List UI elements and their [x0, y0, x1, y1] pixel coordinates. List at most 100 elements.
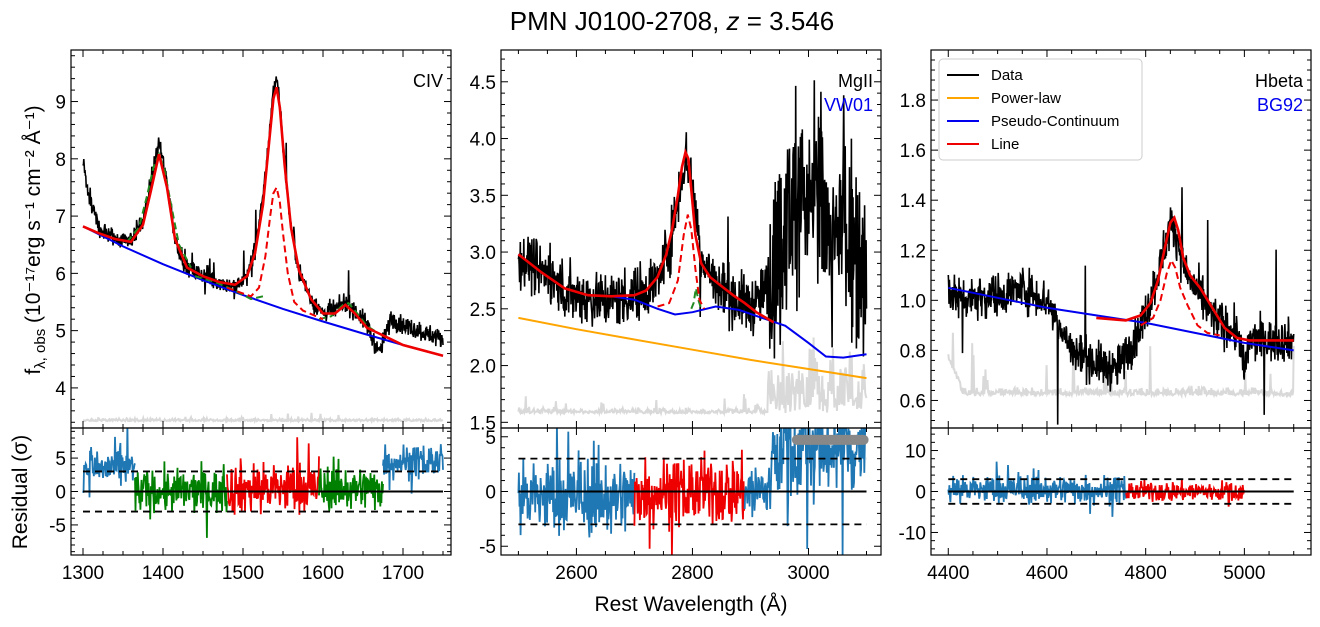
y-tick-label: 7	[55, 207, 66, 228]
data-spectrum	[82, 76, 444, 354]
y-tick-label: 1.5	[470, 413, 496, 434]
title-suffix: = 3.546	[740, 6, 835, 36]
panel-MgII: 2600 2800 3000 1.5 2.0 2.5 3.0 3.5 4.0 4.5 -5 0 5 MgI…	[470, 49, 882, 584]
residual-segment-3	[318, 456, 384, 511]
powerlaw-curve	[518, 316, 867, 380]
x-tick-label: 1500	[222, 563, 264, 584]
y-axis-label: fλ, obs (10⁻¹⁷erg s⁻¹ cm⁻² Å⁻¹)	[22, 105, 49, 374]
residual-y-tick-label: 10	[905, 442, 926, 463]
y-tick-label: 0.6	[900, 391, 926, 412]
line-name-label: Hbeta	[1255, 71, 1304, 91]
line-component-dashed	[226, 184, 324, 321]
main-plot-area	[947, 187, 1295, 425]
y-tick-label: 3.5	[470, 186, 496, 207]
broad-component-2	[318, 301, 380, 335]
legend-box	[938, 58, 1143, 161]
error-spectrum	[517, 337, 868, 418]
line-name-label: CIV	[413, 71, 443, 91]
y-tick-label: 4	[55, 379, 66, 400]
residual-segment-0	[517, 428, 636, 538]
x-tick-label: 3000	[787, 563, 829, 584]
broad-component-0	[690, 288, 703, 310]
y-tick-label: 1.2	[900, 241, 926, 262]
residual-y-tick-label: 0	[915, 483, 926, 504]
y-tick-label: 1.0	[900, 291, 926, 312]
y-tick-label: 4.0	[470, 130, 496, 151]
legend-label: Data	[991, 67, 1023, 84]
y-tick-label: 8	[55, 150, 66, 171]
title-z: z	[726, 6, 740, 36]
y-tick-label: 1.4	[900, 191, 927, 212]
residual-segment-0	[947, 461, 1127, 517]
x-tick-label: 5000	[1223, 563, 1265, 584]
y-tick-label: 4.5	[470, 73, 496, 94]
x-tick-label: 4800	[1125, 563, 1167, 584]
y-tick-label: 0.8	[900, 341, 926, 362]
residual-y-tick-label: -5	[49, 516, 66, 537]
broad-component-1	[194, 275, 264, 301]
line-model-curve	[517, 148, 775, 324]
legend-label: Line	[991, 136, 1019, 153]
y-tick-label: 2.0	[470, 357, 496, 378]
line-component-dashed	[657, 214, 705, 310]
x-axis-label: Rest Wavelength (Å)	[595, 593, 788, 616]
line-model-curve	[82, 86, 444, 358]
template-label: BG92	[1257, 95, 1303, 115]
line-component-dashed	[1140, 257, 1220, 337]
panels: 1300 1400 1500 1600 1700 4 5 6 7 8 9 -5 0 5 CIV 2600 280…	[49, 49, 1312, 584]
continuum-curve	[82, 225, 444, 357]
residual-segment-1	[1125, 478, 1246, 507]
y-axis-label-main: f	[22, 369, 45, 375]
error-spectrum	[82, 412, 444, 425]
main-plot-area	[517, 80, 868, 418]
residual-y-tick-label: 0	[485, 483, 496, 504]
x-tick-label: 1600	[302, 563, 344, 584]
panel-CIV: 1300 1400 1500 1600 1700 4 5 6 7 8 9 -5 0 5 CIV	[49, 49, 452, 584]
residual-segment-1	[633, 449, 746, 555]
panel-Hbeta: 4400 4600 4800 5000 0.6 0.8 1.0 1.2 1.4 1.6 1.8 -10…	[899, 49, 1312, 584]
line-model-curve	[1096, 214, 1294, 342]
legend-label: Pseudo-Continuum	[991, 113, 1119, 130]
data-spectrum	[947, 187, 1295, 425]
residual-y-tick-label: 5	[55, 449, 66, 470]
residual-axis-label: Residual (σ)	[9, 435, 32, 550]
y-tick-label: 1.8	[900, 91, 926, 112]
residual-y-tick-label: 0	[55, 483, 66, 504]
x-tick-label: 4600	[1026, 563, 1068, 584]
template-label: VW01	[824, 95, 873, 115]
legend-label: Power-law	[991, 90, 1061, 107]
title-prefix: PMN J0100-2708,	[510, 6, 727, 36]
residual-segment-2	[226, 437, 320, 515]
y-axis-label-sub: λ, obs	[32, 329, 49, 369]
y-tick-label: 6	[55, 264, 66, 285]
y-tick-label: 1.6	[900, 141, 926, 162]
residual-segment-1	[134, 461, 228, 538]
main-plot-area	[82, 76, 444, 425]
line-name-label: MgII	[838, 71, 873, 91]
x-tick-label: 4400	[927, 563, 969, 584]
x-tick-label: 2600	[555, 563, 597, 584]
residual-segment-2	[743, 467, 772, 518]
x-tick-label: 1400	[142, 563, 184, 584]
residual-segment-3	[769, 428, 867, 555]
legend: Data Power-law Pseudo-Continuum Line	[938, 58, 1143, 161]
x-tick-label: 1700	[382, 563, 424, 584]
x-tick-label: 1300	[62, 563, 104, 584]
residual-segment-4	[382, 444, 444, 494]
residual-y-tick-label: -5	[479, 537, 496, 558]
data-spectrum	[517, 80, 868, 359]
y-tick-label: 9	[55, 93, 66, 114]
y-tick-label: 3.0	[470, 243, 496, 264]
y-tick-label: 5	[55, 322, 66, 343]
residual-y-tick-label: -10	[899, 523, 926, 544]
error-spectrum	[947, 332, 1295, 400]
residual-segment-0	[82, 428, 136, 498]
residual-plot-area	[82, 428, 444, 538]
residual-plot-area	[947, 461, 1294, 517]
figure-title: PMN J0100-2708, z = 3.546	[510, 6, 835, 36]
y-tick-label: 2.5	[470, 300, 496, 321]
x-tick-label: 2800	[671, 563, 713, 584]
residual-y-tick-label: 5	[485, 428, 496, 449]
y-axis-label-units: (10⁻¹⁷erg s⁻¹ cm⁻² Å⁻¹)	[22, 105, 45, 328]
